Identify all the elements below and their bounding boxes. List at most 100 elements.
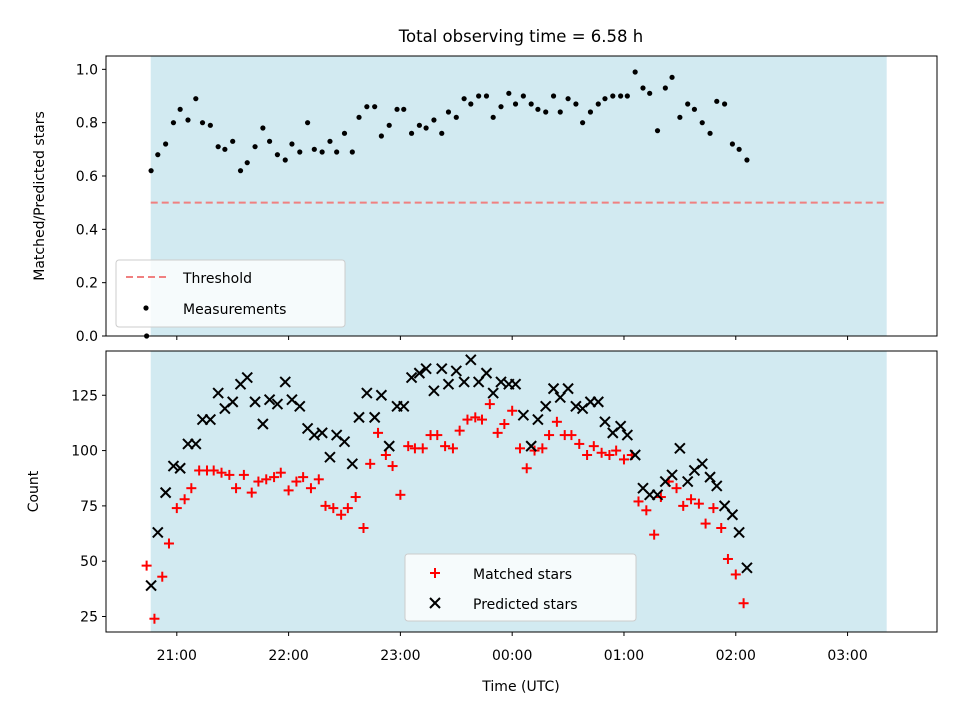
matched-star-point [275, 467, 286, 478]
matched-star-point [521, 463, 532, 474]
predicted-star-point [704, 471, 716, 483]
measurement-point [535, 106, 541, 112]
measurement-point [699, 120, 705, 126]
measurement-point [512, 101, 519, 107]
predicted-star-point [413, 367, 426, 379]
measurement-point [714, 98, 720, 104]
matched-star-point [649, 529, 660, 540]
predicted-star-point [562, 382, 574, 395]
predicted-star-point [249, 396, 261, 408]
matched-star-point [447, 443, 458, 454]
matched-star-point [179, 494, 190, 505]
matched-star-point [537, 443, 548, 454]
matched-star-point [611, 445, 622, 456]
measurement-point [401, 106, 407, 112]
measurement-point [372, 104, 378, 110]
x-axis-label: Time (UTC) [481, 679, 559, 695]
measurement-point [453, 114, 459, 120]
predicted-star-point [532, 413, 544, 426]
measurement-point [319, 149, 325, 155]
predicted-star-point [190, 438, 202, 450]
matched-star-point [693, 498, 704, 509]
matched-star-point [515, 443, 526, 454]
matched-star-point [163, 538, 174, 549]
measurement-point [244, 160, 250, 166]
measurement-point [222, 146, 228, 152]
matched-star-point [269, 472, 280, 483]
measurement-point [610, 93, 616, 99]
measurement-point [685, 101, 691, 107]
matched-star-point [722, 553, 733, 564]
predicted-star-point [681, 475, 694, 488]
top-axes-frame [105, 55, 938, 337]
predicted-star-point [204, 413, 217, 426]
predicted-star-point [263, 393, 276, 406]
measurement-point [445, 109, 452, 115]
predicted-star-point [383, 440, 395, 452]
matched-marker [430, 568, 440, 578]
predicted-star-point [629, 449, 641, 461]
bottom-panel: 25 50 75 100 125 21:00 22:00 23:00 00:00 01:00 02… [26, 350, 938, 695]
matched-star-point [484, 399, 495, 410]
matched-star-point [618, 454, 629, 465]
predicted-star-point [294, 400, 306, 413]
measurements-series [144, 69, 750, 339]
measurement-point [297, 149, 303, 155]
measurement-point [177, 106, 183, 112]
matched-star-point [470, 412, 481, 423]
matched-star-point [336, 509, 347, 520]
predicted-star-point [666, 469, 678, 481]
matched-star-point [588, 441, 599, 452]
matched-star-point [604, 449, 615, 460]
x-tick-label: 00:00 [492, 648, 532, 664]
matched-star-point [149, 613, 160, 624]
measurement-point [528, 101, 534, 107]
matched-star-point [566, 430, 577, 441]
measurement-point [669, 74, 675, 80]
y-tick-label: 1.0 [76, 62, 98, 78]
measurement-point [394, 106, 400, 112]
measurement-point [431, 117, 437, 123]
matched-star-point [373, 427, 384, 438]
predicted-stars-series [145, 354, 753, 592]
predicted-star-point [212, 387, 224, 399]
predicted-star-point [159, 486, 172, 499]
matched-star-point [313, 474, 324, 485]
measurement-point [691, 106, 698, 112]
x-tick-label: 23:00 [380, 648, 420, 664]
measurement-point [423, 125, 429, 131]
matched-star-point [544, 430, 555, 441]
measurement-point [416, 122, 422, 128]
legend-threshold-label: Threshold [182, 271, 252, 287]
measurement-point [282, 157, 288, 163]
predicted-star-point [145, 579, 157, 592]
predicted-star-point [241, 371, 253, 384]
x-tick-label: 22:00 [268, 648, 308, 664]
matched-star-point [671, 483, 682, 494]
matched-star-point [186, 483, 197, 494]
predicted-star-point [442, 378, 455, 390]
matched-star-point [686, 494, 697, 505]
predicted-star-point [614, 420, 627, 432]
measurement-point [207, 122, 213, 128]
predicted-star-point [368, 411, 381, 424]
measurement-point [199, 120, 206, 126]
matched-star-point [551, 416, 562, 427]
measurement-point [624, 93, 630, 99]
legend-predicted-label: Predicted stars [473, 597, 578, 613]
measurement-point [595, 101, 601, 107]
predicted-star-point [621, 429, 634, 441]
measurement-point [349, 149, 355, 155]
predicted-star-point [226, 396, 239, 408]
top-panel: 0.0 0.2 0.4 0.6 0.8 1.0 Matched/Predicted sta… [32, 55, 938, 345]
measurement-point [483, 93, 490, 99]
matched-star-point [700, 518, 711, 529]
matched-star-point [342, 503, 353, 514]
measurement-point [334, 149, 340, 155]
predicted-star-point [726, 509, 739, 521]
measurement-point [364, 104, 370, 110]
measurement-point [632, 69, 638, 75]
measurement-point [677, 114, 683, 120]
measurement-point [557, 109, 563, 115]
